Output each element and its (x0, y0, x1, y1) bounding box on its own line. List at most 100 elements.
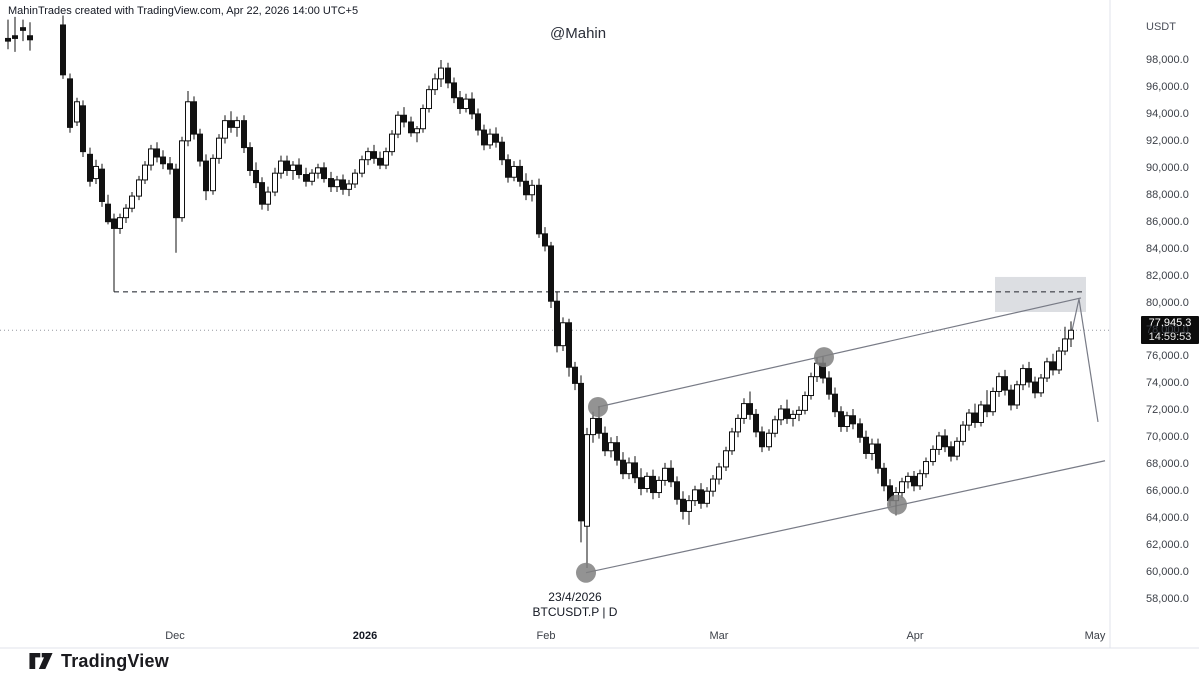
candle-down (340, 179, 346, 190)
candle-down (173, 168, 179, 219)
candle-down (27, 35, 33, 41)
candle-up (766, 432, 772, 448)
candle-up (626, 462, 632, 475)
candle-up (529, 184, 535, 196)
candle-down (850, 415, 856, 425)
supply-zone-box (995, 276, 1086, 312)
candle-up (414, 128, 420, 134)
time-tick-label: Feb (536, 630, 556, 642)
candle-down (457, 97, 463, 110)
candle-up (560, 322, 566, 347)
candle-down (80, 105, 86, 153)
candle-up (93, 165, 99, 180)
candle-up (210, 157, 216, 192)
candle-up (117, 217, 123, 229)
candle-down (875, 443, 881, 469)
price-tick-label: 60,000.0 (1146, 566, 1189, 579)
candle-down (197, 133, 203, 162)
candle-down (517, 165, 523, 182)
candle-down (111, 218, 117, 229)
time-tick-label: 2026 (352, 630, 378, 642)
candle-down (554, 300, 560, 347)
annotation-symbol-interval: BTCUSDT.P | D (532, 605, 618, 619)
price-tick-label: 78,000.0 (1146, 323, 1189, 336)
price-tick-label: 70,000.0 (1146, 431, 1189, 444)
candle-up (278, 160, 284, 174)
candle-up (432, 78, 438, 91)
candle-down (499, 141, 505, 161)
price-tick-label: 76,000.0 (1146, 350, 1189, 363)
candle-up (584, 434, 590, 527)
candle-down (493, 133, 499, 143)
price-tick-label: 96,000.0 (1146, 80, 1189, 93)
candle-up (692, 489, 698, 502)
candle-up (905, 475, 911, 483)
candle-up (1014, 384, 1020, 406)
candle-down (548, 245, 554, 302)
channel-upper-trendline (597, 297, 1082, 408)
candle-up (899, 481, 905, 494)
candle-up (438, 67, 444, 80)
candle-down (948, 446, 954, 457)
candle-down (296, 164, 302, 176)
candle-down (911, 475, 917, 487)
price-tick-label: 64,000.0 (1146, 512, 1189, 525)
candle-up (315, 167, 321, 174)
price-tick-label: 62,000.0 (1146, 539, 1189, 552)
candle-down (259, 182, 265, 205)
candle-down (602, 432, 608, 452)
candle-up (772, 419, 778, 434)
candle-down (87, 153, 93, 182)
candle-down (451, 82, 457, 99)
candle-up (710, 478, 716, 492)
price-tick-label: 66,000.0 (1146, 485, 1189, 498)
candle-up (272, 172, 278, 193)
candle-up (383, 151, 389, 166)
candle-down (99, 168, 105, 202)
candle-down (1002, 376, 1008, 391)
candle-up (990, 390, 996, 413)
candle-down (523, 180, 529, 196)
candle-up (234, 120, 240, 128)
candle-up (662, 467, 668, 481)
candle-down (377, 157, 383, 166)
time-tick-label: Dec (165, 630, 185, 642)
candle-down (536, 184, 542, 235)
candle-down (12, 35, 18, 39)
candle-up (996, 376, 1002, 392)
candle-down (826, 377, 832, 395)
projection-path (1070, 298, 1099, 423)
candle-up (389, 133, 395, 153)
tradingview-logo[interactable]: TradingView (28, 650, 169, 672)
chart-attribution-text: MahinTrades created with TradingView.com… (8, 5, 359, 17)
price-tick-label: 80,000.0 (1146, 296, 1189, 309)
price-tick-label: 94,000.0 (1146, 107, 1189, 120)
candle-up (185, 101, 191, 142)
candle-up (290, 164, 296, 171)
candle-up (1020, 368, 1026, 386)
candle-down (881, 467, 887, 487)
candle-down (160, 156, 166, 165)
candle-up (978, 404, 984, 423)
candle-down (1050, 361, 1056, 371)
price-axis-currency-label: USDT (1146, 21, 1176, 33)
candle-up (487, 133, 493, 146)
candle-up (686, 500, 692, 512)
candle-down (638, 477, 644, 490)
candle-up (216, 137, 222, 159)
candle-up (608, 442, 614, 452)
candle-down (253, 169, 259, 184)
annotation-date: 23/4/2026 (548, 590, 602, 604)
candle-up (917, 473, 923, 487)
candle-down (650, 475, 656, 494)
candle-up (352, 172, 358, 185)
candle-up (365, 151, 371, 161)
candle-down (20, 27, 26, 31)
candle-down (863, 436, 869, 454)
candle-down (284, 160, 290, 171)
price-tick-label: 68,000.0 (1146, 458, 1189, 471)
candle-up (1068, 329, 1074, 340)
candle-up (960, 424, 966, 442)
